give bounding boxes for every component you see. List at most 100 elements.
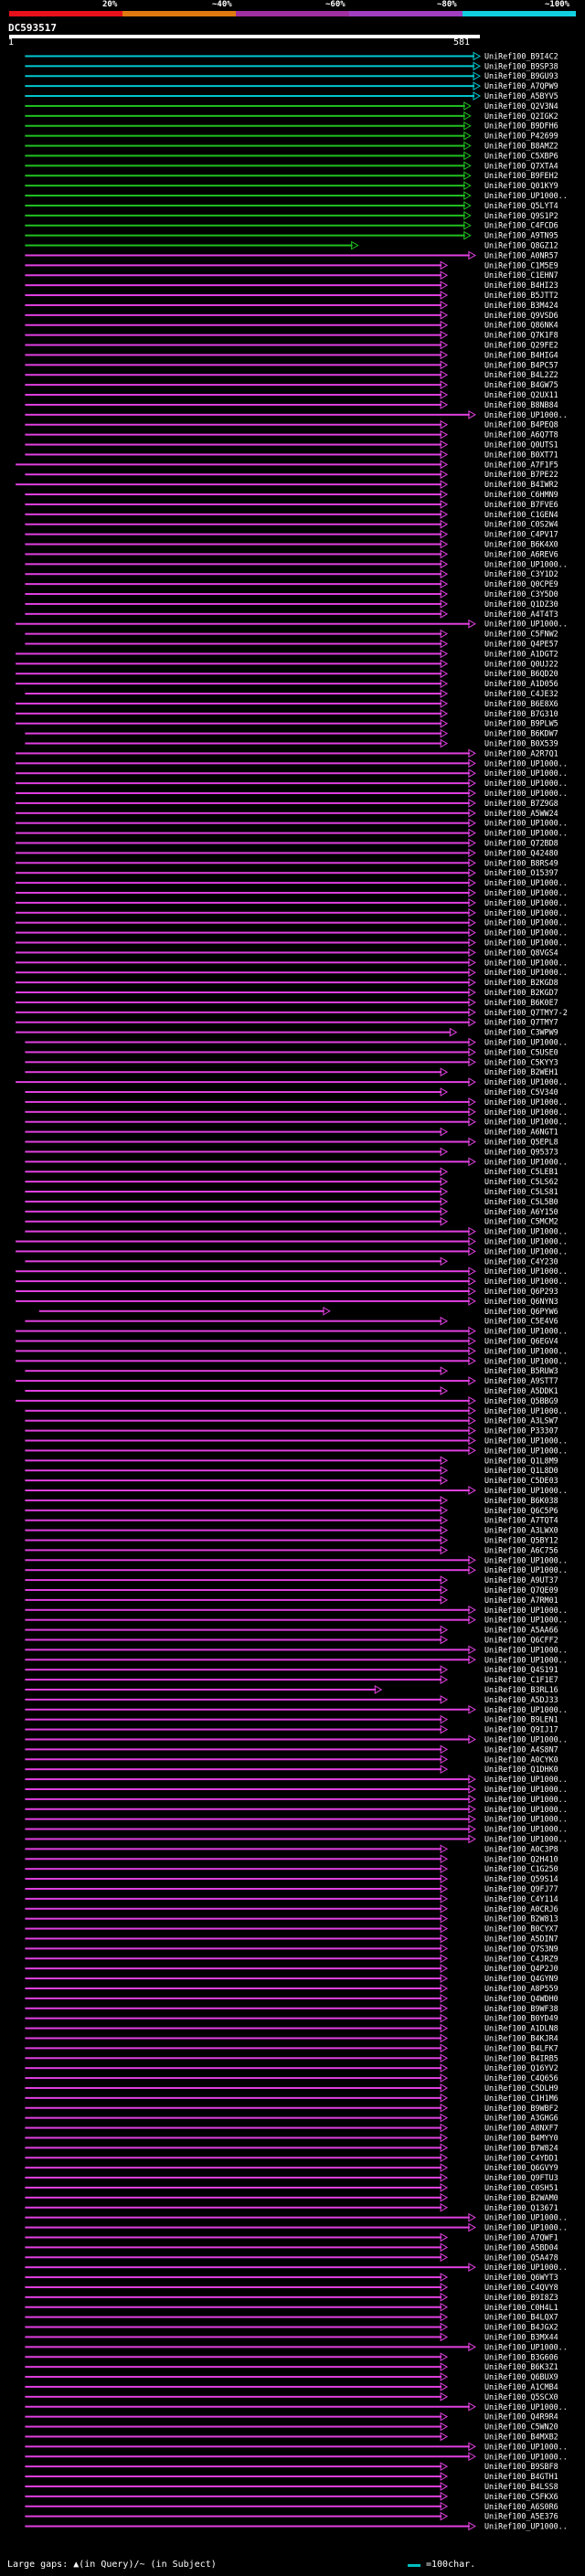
- hit-row[interactable]: UniRef100_Q5A478: [25, 2253, 558, 2262]
- hit-label[interactable]: UniRef100_UP1000..: [484, 410, 568, 419]
- hit-label[interactable]: UniRef100_UP1000..: [484, 1267, 568, 1276]
- hit-label[interactable]: UniRef100_UP1000..: [484, 2522, 568, 2531]
- hit-row[interactable]: UniRef100_UP1000..: [16, 1246, 568, 1256]
- hit-row[interactable]: UniRef100_B4HIG4: [25, 350, 558, 359]
- hit-label[interactable]: UniRef100_B8NB84: [484, 400, 558, 409]
- hit-label[interactable]: UniRef100_UP1000..: [484, 2402, 568, 2412]
- hit-label[interactable]: UniRef100_C4PV17: [484, 530, 558, 539]
- hit-label[interactable]: UniRef100_C0SH51: [484, 2183, 558, 2192]
- hit-label[interactable]: UniRef100_C5LS81: [484, 1187, 558, 1196]
- hit-row[interactable]: UniRef100_C0SH51: [25, 2183, 558, 2192]
- hit-row[interactable]: UniRef100_UP1000..: [25, 1555, 568, 1564]
- hit-row[interactable]: UniRef100_C5MCM2: [25, 1217, 558, 1226]
- hit-label[interactable]: UniRef100_C4JE32: [484, 689, 558, 698]
- hit-label[interactable]: UniRef100_C4Y114: [484, 1894, 558, 1903]
- hit-row[interactable]: UniRef100_Q42480: [16, 848, 558, 857]
- hit-row[interactable]: UniRef100_Q9VSD6: [25, 311, 558, 320]
- hit-row[interactable]: UniRef100_C1GEN4: [25, 510, 558, 519]
- hit-row[interactable]: UniRef100_B8RS49: [16, 858, 558, 867]
- hit-label[interactable]: UniRef100_A9STT7: [484, 1376, 558, 1385]
- hit-row[interactable]: UniRef100_B0CYX7: [25, 1924, 558, 1934]
- hit-row[interactable]: UniRef100_Q8VGS4: [16, 948, 558, 957]
- hit-label[interactable]: UniRef100_A7QWF1: [484, 2232, 558, 2242]
- hit-label[interactable]: UniRef100_Q6P293: [484, 1287, 558, 1296]
- hit-label[interactable]: UniRef100_B4HIG4: [484, 350, 558, 359]
- hit-row[interactable]: UniRef100_UP1000..: [25, 1734, 568, 1744]
- hit-label[interactable]: UniRef100_UP1000..: [484, 1825, 568, 1834]
- hit-row[interactable]: UniRef100_UP1000..: [16, 928, 568, 938]
- hit-label[interactable]: UniRef100_C4JRZ9: [484, 1954, 558, 1963]
- hit-row[interactable]: UniRef100_A3LWX0: [25, 1526, 558, 1535]
- hit-label[interactable]: UniRef100_B3G606: [484, 2352, 558, 2361]
- hit-label[interactable]: UniRef100_B2KGD7: [484, 988, 558, 997]
- hit-row[interactable]: UniRef100_B4PC57: [25, 360, 558, 369]
- hit-label[interactable]: UniRef100_C4FCD6: [484, 221, 558, 230]
- hit-row[interactable]: UniRef100_C4PV17: [25, 530, 558, 539]
- hit-row[interactable]: UniRef100_P42699: [25, 132, 558, 141]
- hit-row[interactable]: UniRef100_UP1000..: [25, 2402, 568, 2412]
- hit-label[interactable]: UniRef100_B4HI23: [484, 281, 558, 290]
- hit-label[interactable]: UniRef100_C5V340: [484, 1087, 558, 1097]
- hit-row[interactable]: UniRef100_B9I4C2: [25, 51, 558, 60]
- hit-row[interactable]: UniRef100_B9SP38: [25, 61, 558, 70]
- hit-label[interactable]: UniRef100_Q5BY12: [484, 1535, 558, 1544]
- hit-label[interactable]: UniRef100_B4MYY0: [484, 2133, 558, 2142]
- hit-row[interactable]: UniRef100_A0C3P8: [25, 1844, 558, 1853]
- hit-label[interactable]: UniRef100_Q8VGS4: [484, 948, 558, 957]
- hit-row[interactable]: UniRef100_UP1000..: [16, 1267, 568, 1276]
- hit-label[interactable]: UniRef100_A4S8N7: [484, 1744, 558, 1754]
- hit-label[interactable]: UniRef100_B6K038: [484, 1496, 558, 1505]
- hit-label[interactable]: UniRef100_A9TN95: [484, 231, 558, 240]
- hit-label[interactable]: UniRef100_UP1000..: [484, 1157, 568, 1166]
- hit-row[interactable]: UniRef100_Q1DHK0: [25, 1765, 558, 1774]
- hit-row[interactable]: UniRef100_UP1000..: [25, 1815, 568, 1824]
- hit-row[interactable]: UniRef100_B9GU93: [25, 71, 558, 80]
- hit-row[interactable]: UniRef100_B9FEH2: [25, 171, 558, 180]
- hit-label[interactable]: UniRef100_B7Z9G8: [484, 799, 558, 808]
- hit-label[interactable]: UniRef100_B3M424: [484, 301, 558, 310]
- hit-row[interactable]: UniRef100_B9SBF8: [25, 2462, 558, 2471]
- hit-row[interactable]: UniRef100_A1CMB4: [25, 2382, 558, 2391]
- hit-label[interactable]: UniRef100_Q72BD8: [484, 839, 558, 848]
- hit-row[interactable]: UniRef100_Q2UX11: [25, 390, 558, 399]
- hit-label[interactable]: UniRef100_Q5BBG9: [484, 1396, 558, 1405]
- hit-row[interactable]: UniRef100_A1DGT2: [16, 649, 558, 658]
- hit-label[interactable]: UniRef100_C4QVY8: [484, 2283, 558, 2292]
- hit-row[interactable]: UniRef100_A0NR57: [25, 250, 558, 260]
- hit-row[interactable]: UniRef100_UP1000..: [25, 2342, 568, 2351]
- hit-row[interactable]: UniRef100_UP1000..: [25, 1655, 568, 1664]
- hit-label[interactable]: UniRef100_A5E376: [484, 2512, 558, 2521]
- hit-label[interactable]: UniRef100_A6NGT1: [484, 1128, 558, 1137]
- hit-row[interactable]: UniRef100_C6HMN9: [25, 490, 558, 499]
- hit-row[interactable]: UniRef100_Q2IGK2: [25, 111, 558, 121]
- hit-label[interactable]: UniRef100_C5XBP6: [484, 151, 558, 160]
- hit-label[interactable]: UniRef100_A8P559: [484, 1984, 558, 1993]
- hit-label[interactable]: UniRef100_Q6WYT3: [484, 2273, 558, 2282]
- hit-label[interactable]: UniRef100_C1F1E7: [484, 1675, 558, 1684]
- hit-label[interactable]: UniRef100_B9PLW5: [484, 719, 558, 728]
- hit-label[interactable]: UniRef100_UP1000..: [484, 789, 568, 798]
- hit-label[interactable]: UniRef100_B8AMZ2: [484, 142, 558, 151]
- hit-label[interactable]: UniRef100_UP1000..: [484, 769, 568, 778]
- hit-label[interactable]: UniRef100_B6K4X0: [484, 540, 558, 549]
- hit-label[interactable]: UniRef100_C1EHN7: [484, 270, 558, 280]
- hit-label[interactable]: UniRef100_A2R7Q1: [484, 748, 558, 758]
- hit-label[interactable]: UniRef100_B4L2Z2: [484, 370, 558, 379]
- hit-label[interactable]: UniRef100_Q0UJ22: [484, 659, 558, 668]
- hit-row[interactable]: UniRef100_B2WEH1: [25, 1067, 558, 1076]
- hit-row[interactable]: UniRef100_B5RUW3: [25, 1366, 558, 1375]
- hit-label[interactable]: UniRef100_Q6PYW6: [484, 1307, 558, 1316]
- hit-row[interactable]: UniRef100_Q9FJ77: [25, 1884, 558, 1893]
- hit-row[interactable]: UniRef100_Q72BD8: [16, 839, 558, 848]
- hit-label[interactable]: UniRef100_A5DIN7: [484, 1934, 558, 1943]
- hit-label[interactable]: UniRef100_C5KYY3: [484, 1057, 558, 1066]
- hit-label[interactable]: UniRef100_UP1000..: [484, 1795, 568, 1804]
- hit-label[interactable]: UniRef100_A0NR57: [484, 250, 558, 260]
- hit-label[interactable]: UniRef100_B4LQX7: [484, 2313, 558, 2322]
- hit-row[interactable]: UniRef100_Q4P2J0: [25, 1964, 558, 1973]
- hit-label[interactable]: UniRef100_UP1000..: [484, 1565, 568, 1574]
- hit-row[interactable]: UniRef100_UP1000..: [25, 1118, 568, 1127]
- hit-label[interactable]: UniRef100_UP1000..: [484, 1834, 568, 1843]
- hit-label[interactable]: UniRef100_UP1000..: [484, 1645, 568, 1654]
- hit-label[interactable]: UniRef100_B4MXB2: [484, 2432, 558, 2441]
